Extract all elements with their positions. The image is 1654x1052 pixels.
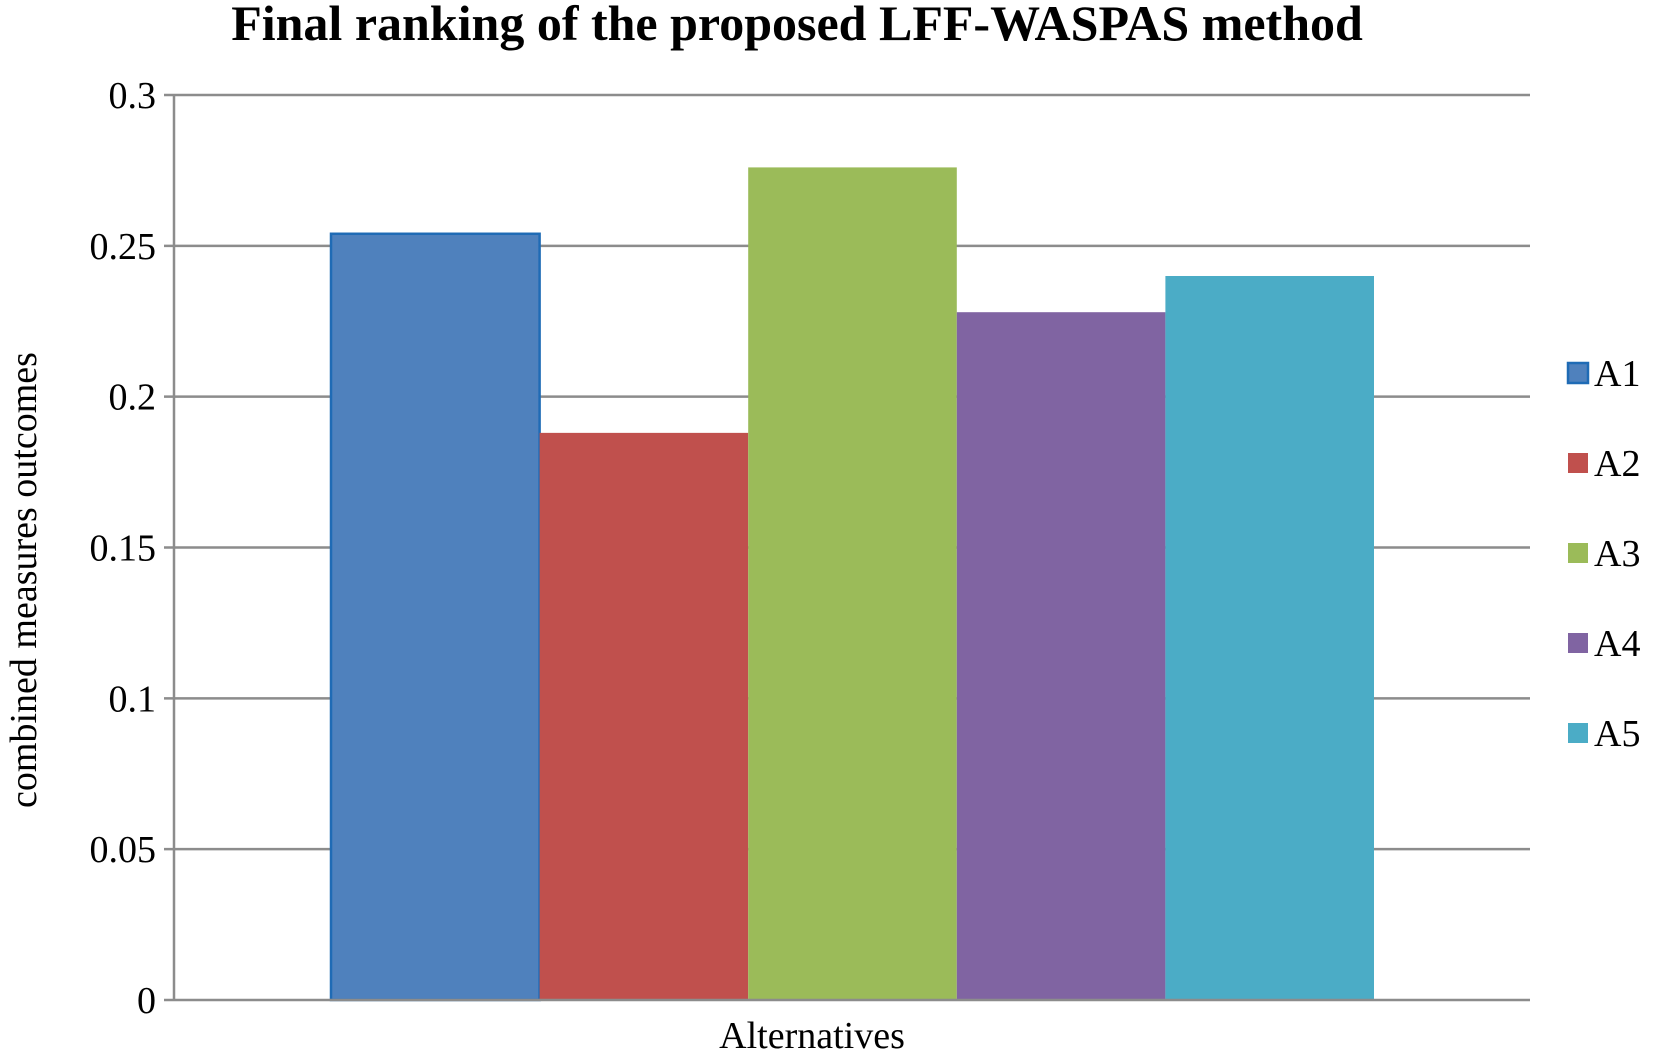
legend-label-a3: A3: [1594, 533, 1640, 575]
y-tick-label: 0: [137, 980, 156, 1022]
legend-label-a5: A5: [1594, 713, 1640, 755]
legend-label-a2: A2: [1594, 443, 1640, 485]
bar-a4: [956, 312, 1166, 1000]
y-tick-label: 0.1: [109, 678, 157, 720]
y-axis-label: combined measures outcomes: [3, 352, 45, 808]
y-tick-label: 0.15: [90, 528, 157, 570]
y-tick-label: 0.25: [90, 226, 157, 268]
legend-swatch-a1: [1566, 361, 1590, 385]
legend-swatch-a3: [1568, 543, 1588, 563]
y-tick-label: 0.3: [109, 75, 157, 117]
legend-swatch-a4: [1568, 633, 1588, 653]
legend: A1 A2 A3 A4 A5: [1566, 353, 1640, 755]
legend-label-a1: A1: [1594, 353, 1640, 395]
y-tick-label: 0.05: [90, 829, 157, 871]
bar-a2: [539, 432, 749, 1000]
bar-a5: [1165, 276, 1374, 1000]
legend-swatch-a2: [1568, 453, 1588, 473]
chart-title: Final ranking of the proposed LFF-WASPAS…: [231, 0, 1363, 51]
legend-label-a4: A4: [1594, 623, 1640, 665]
y-tick-label: 0.2: [109, 377, 157, 419]
x-axis-label: Alternatives: [719, 1015, 905, 1052]
bar-a3: [748, 167, 957, 1000]
legend-swatch-a5: [1568, 723, 1588, 743]
axes: [164, 95, 1530, 1002]
bar-a1: [329, 232, 541, 1002]
y-tick-labels: 0 0.05 0.1 0.15 0.2 0.25 0.3: [90, 75, 157, 1022]
bars: [329, 167, 1374, 1002]
